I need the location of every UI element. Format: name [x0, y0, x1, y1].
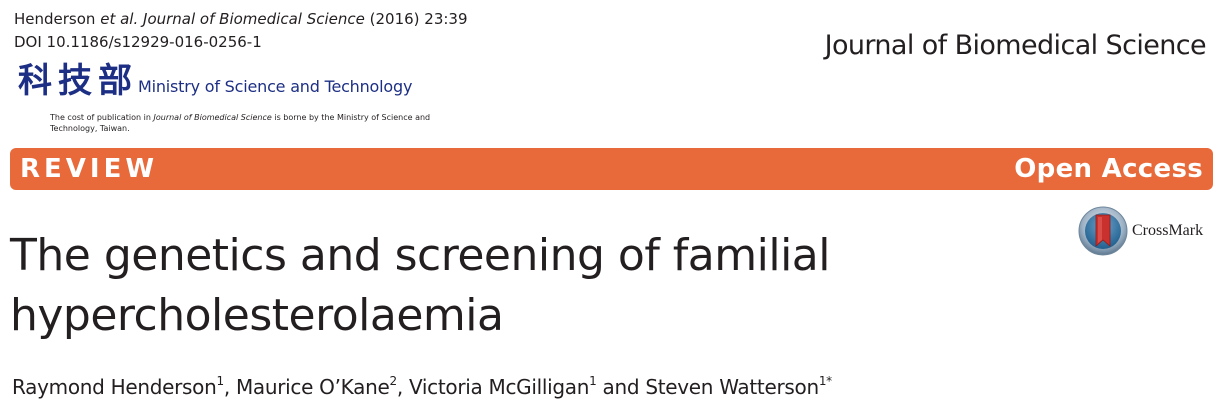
ministry-seal-char: 技	[58, 61, 92, 101]
citation-et-al: et al.	[100, 10, 139, 28]
crossmark-label: CrossMark	[1132, 222, 1204, 239]
author-affiliation[interactable]: 1	[589, 374, 597, 388]
author-separator: ,	[223, 375, 236, 399]
citation-authors: Henderson	[14, 10, 96, 28]
cost-note-suffix: is borne by the Ministry of Science and …	[50, 113, 431, 133]
crossmark-badge[interactable]: CrossMark	[1078, 206, 1203, 256]
crossmark-icon	[1078, 206, 1128, 256]
open-access-label[interactable]: Open Access	[1014, 154, 1203, 184]
author-name[interactable]: Victoria McGilligan	[408, 375, 590, 399]
cost-note-journal: Journal of Biomedical Science	[153, 113, 272, 122]
ministry-seal-char: 部	[98, 61, 132, 101]
ministry-logo: 科 技 部 Ministry of Science and Technology	[18, 62, 412, 100]
citation-journal: Journal of Biomedical Science	[143, 10, 365, 28]
article-title-line1: The genetics and screening of familial	[10, 230, 831, 281]
citation-year-volume: (2016) 23:39	[369, 10, 468, 28]
ministry-seal: 科 技 部	[18, 62, 132, 100]
author-separator: ,	[396, 375, 409, 399]
author-affiliation[interactable]: 1	[216, 374, 224, 388]
journal-name[interactable]: Journal of Biomedical Science	[824, 30, 1207, 61]
doi[interactable]: DOI 10.1186/s12929-016-0256-1	[14, 33, 262, 51]
author-affiliation[interactable]: 1*	[818, 374, 832, 388]
article-title-line2: hypercholesterolaemia	[10, 290, 504, 341]
cost-note: The cost of publication in Journal of Bi…	[50, 112, 450, 134]
citation-line: Henderson et al. Journal of Biomedical S…	[14, 8, 468, 30]
author-affiliation[interactable]: 2	[389, 374, 397, 388]
ministry-seal-char: 科	[18, 61, 52, 101]
article-title: The genetics and screening of familial h…	[10, 226, 1060, 346]
article-type-banner: REVIEW Open Access	[10, 148, 1213, 190]
cost-note-prefix: The cost of publication in	[50, 113, 154, 122]
author-name[interactable]: Raymond Henderson	[12, 375, 217, 399]
author-separator: and	[596, 375, 646, 399]
ministry-name: Ministry of Science and Technology	[138, 77, 413, 96]
author-name[interactable]: Steven Watterson	[645, 375, 819, 399]
author-name[interactable]: Maurice O’Kane	[235, 375, 390, 399]
article-type-label: REVIEW	[20, 154, 159, 184]
author-list: Raymond Henderson1, Maurice O’Kane2, Vic…	[12, 372, 832, 402]
